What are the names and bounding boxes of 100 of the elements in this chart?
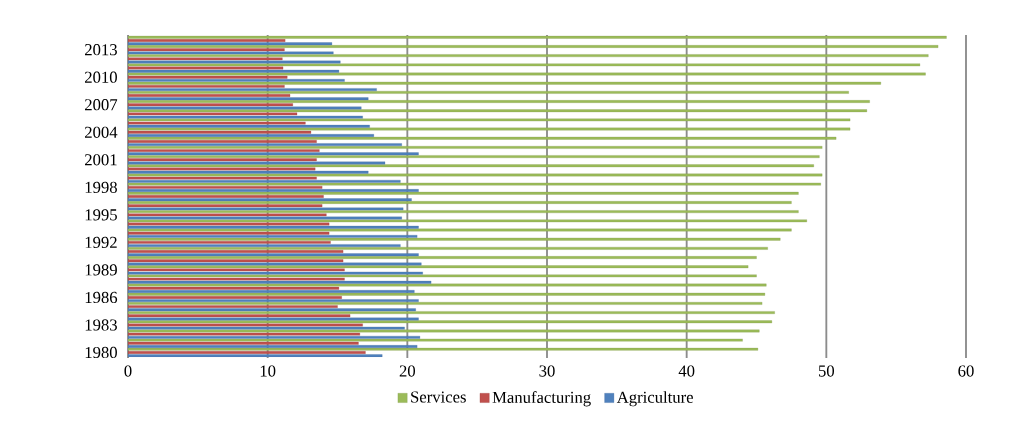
bar (128, 338, 743, 342)
bar (128, 136, 837, 140)
y-tick-label: 1983 (85, 319, 117, 331)
bar (128, 329, 760, 333)
bar (128, 173, 823, 177)
bar (128, 326, 405, 330)
bar (128, 225, 419, 229)
bar (128, 336, 421, 339)
bar (128, 103, 293, 107)
bar (128, 121, 306, 125)
bar (128, 256, 757, 259)
y-tick-label: 2013 (85, 44, 117, 56)
bar (128, 265, 749, 269)
bar (128, 216, 402, 220)
bar (128, 97, 369, 101)
bar (128, 155, 820, 158)
bar (128, 317, 419, 321)
bar (128, 69, 340, 73)
bar (128, 347, 759, 351)
bar (128, 54, 929, 57)
bar (128, 42, 333, 46)
bar (128, 100, 870, 103)
legend-label: Manufacturing (492, 391, 591, 407)
bar (128, 244, 401, 247)
x-tick-label: 20 (399, 365, 416, 377)
bar (128, 210, 799, 213)
bar (128, 222, 330, 226)
y-tick-label: 1989 (85, 264, 117, 276)
bar (128, 189, 419, 192)
bar (128, 57, 283, 61)
bar (128, 35, 947, 39)
y-tick-label: 2001 (85, 154, 117, 166)
bar (128, 314, 351, 318)
bar (128, 66, 284, 70)
bar (128, 88, 377, 91)
bar (128, 231, 330, 235)
bar (128, 228, 792, 232)
bar (128, 351, 366, 354)
bar (128, 296, 342, 299)
x-tick-label: 10 (260, 365, 276, 377)
bar (128, 268, 345, 272)
bar (128, 341, 359, 345)
bar (128, 237, 781, 241)
bar (128, 48, 285, 52)
bar (128, 235, 418, 238)
y-tick-label: 1986 (85, 291, 118, 304)
bar (128, 158, 317, 162)
bar (128, 161, 386, 165)
bar (128, 292, 766, 296)
bar (128, 112, 298, 116)
bar (128, 94, 291, 97)
bar (128, 140, 317, 143)
bar (128, 274, 757, 278)
y-tick-label: 1998 (85, 181, 117, 193)
bar (128, 207, 404, 211)
bar (128, 311, 775, 314)
y-tick-label: 2004 (85, 126, 118, 138)
bar (128, 127, 851, 131)
bar (128, 241, 331, 244)
bar (128, 164, 814, 168)
x-tick-label: 50 (818, 365, 835, 377)
bar (128, 250, 344, 253)
bar (128, 115, 363, 119)
bar (128, 191, 799, 195)
y-tick-label: 1992 (85, 236, 117, 248)
bar (128, 51, 334, 55)
bar (128, 118, 851, 122)
bar (128, 143, 402, 146)
bar (128, 277, 345, 281)
bar (128, 219, 807, 223)
bar (128, 308, 416, 312)
bar (128, 39, 286, 42)
bar (128, 91, 849, 94)
x-tick-label: 30 (539, 365, 555, 377)
bar (128, 45, 939, 48)
bar (128, 286, 340, 290)
bar (128, 79, 345, 82)
bar (128, 299, 419, 302)
bar (128, 182, 821, 186)
bar (128, 152, 419, 156)
bar (128, 75, 288, 79)
y-tick-label: 1980 (85, 346, 117, 359)
bar (128, 72, 926, 76)
bar (128, 134, 374, 137)
bar (128, 198, 412, 202)
y-tick-label: 2010 (85, 71, 117, 83)
bar (128, 345, 418, 348)
bar (128, 302, 763, 305)
bar (128, 323, 363, 327)
legend-label: Services (411, 391, 466, 403)
bar (128, 332, 360, 336)
y-tick-label: 2007 (85, 99, 118, 111)
bar (128, 259, 344, 263)
bar (128, 146, 823, 149)
bar (128, 63, 921, 67)
bar (128, 213, 327, 217)
bar (128, 290, 415, 293)
bar (128, 124, 370, 128)
bar (128, 204, 323, 208)
bar (128, 201, 792, 204)
